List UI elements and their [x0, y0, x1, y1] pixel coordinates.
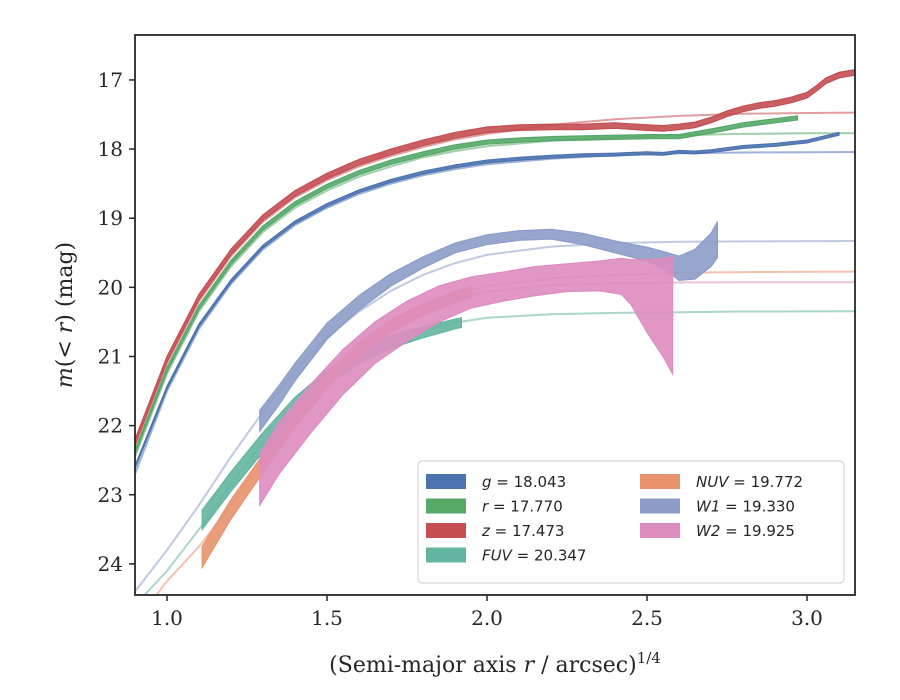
y-tick-label: 17 [98, 68, 123, 92]
legend: g = 18.043 r = 17.770 z = 17.473 FUV = 20.3… [417, 460, 845, 584]
legend-swatch-z [426, 523, 466, 538]
y-tick-label: 24 [98, 552, 123, 576]
x-axis-label: (Semi-major axis r / arcsec)1/4 [329, 649, 661, 678]
legend-box [417, 460, 845, 584]
y-tick-label: 19 [98, 206, 123, 230]
plot-frame [134, 34, 856, 596]
x-tick-label: 1.0 [151, 606, 183, 630]
legend-label-w2: W2 = 19.925 [696, 522, 795, 540]
x-tick-label: 2.5 [631, 606, 663, 630]
x-tick-label: 2.0 [471, 606, 503, 630]
profile-band-r [135, 115, 799, 455]
legend-label-fuv: FUV = 20.347 [482, 547, 586, 565]
y-axis-ticks: 17 18 19 20 21 22 23 24 [98, 68, 135, 576]
legend-label-g: g = 18.043 [482, 473, 566, 491]
model-curve-z [135, 111, 855, 447]
x-tick-label: 1.5 [311, 606, 343, 630]
y-axis-label: m(< r) (mag) [53, 242, 78, 388]
legend-swatch-w2 [640, 523, 680, 538]
legend-label-z: z = 17.473 [481, 522, 564, 540]
x-axis-ticks: 1.0 1.5 2.0 2.5 3.0 [151, 595, 823, 630]
legend-swatch-nuv [640, 474, 680, 489]
profile-band-g [135, 131, 840, 469]
plot-area [135, 68, 855, 595]
y-tick-label: 22 [98, 414, 123, 438]
legend-label-r: r = 17.770 [482, 498, 563, 516]
profile-band-w1 [259, 221, 719, 433]
legend-label-w1: W1 = 19.330 [696, 498, 795, 516]
legend-swatch-fuv [426, 547, 466, 563]
model-curve-w1 [135, 240, 855, 593]
profile-band-z [135, 68, 855, 446]
y-tick-label: 21 [98, 344, 123, 368]
legend-swatch-g [426, 474, 466, 489]
y-tick-label: 23 [98, 483, 123, 507]
y-tick-label: 20 [98, 275, 123, 299]
profile-band-w2 [259, 255, 674, 508]
legend-swatch-w1 [640, 498, 680, 514]
legend-label-nuv: NUV = 19.772 [696, 473, 803, 491]
y-tick-label: 18 [98, 137, 123, 161]
legend-swatch-r [426, 498, 466, 514]
x-tick-label: 3.0 [791, 606, 823, 630]
model-curve-g [135, 151, 855, 475]
